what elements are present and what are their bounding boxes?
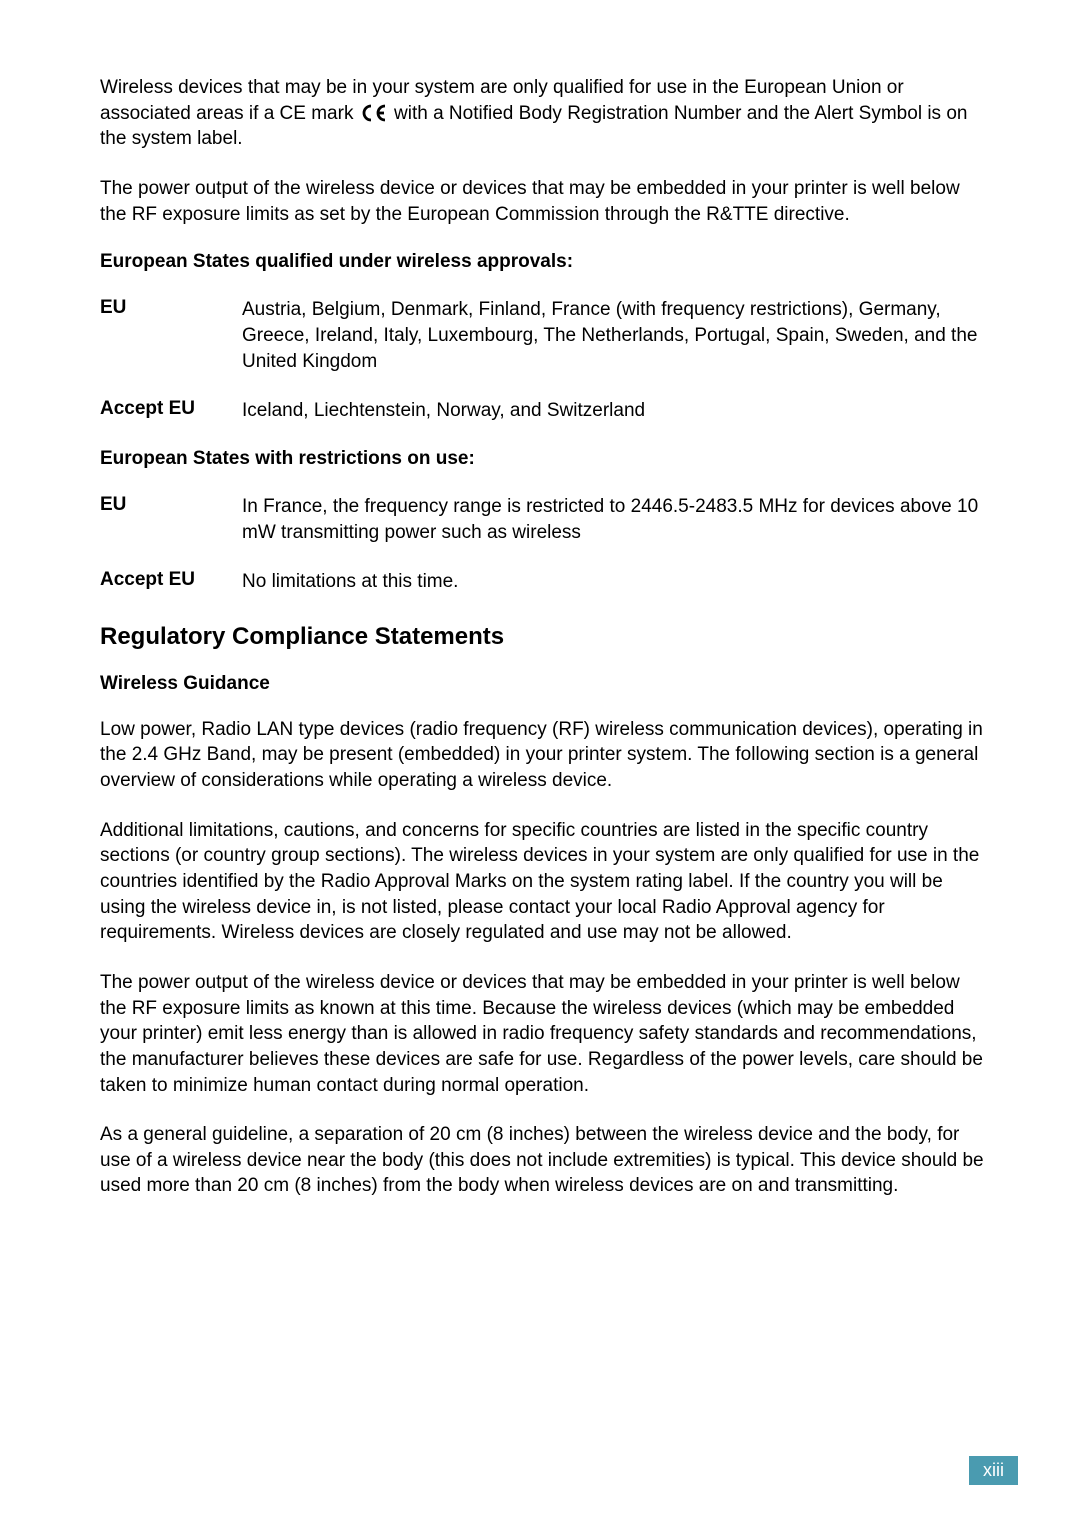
definition-row: EU Austria, Belgium, Denmark, Finland, F… — [100, 297, 985, 374]
definition-term: EU — [100, 494, 242, 545]
restrictions-heading: European States with restrictions on use… — [100, 448, 985, 470]
intro-paragraph-2: The power output of the wireless device … — [100, 176, 985, 227]
definition-term: Accept EU — [100, 398, 242, 424]
definition-description: Iceland, Liechtenstein, Norway, and Swit… — [242, 398, 985, 424]
intro-paragraph-1: Wireless devices that may be in your sys… — [100, 75, 985, 152]
definition-term: EU — [100, 297, 242, 374]
qualified-heading: European States qualified under wireless… — [100, 251, 985, 273]
definition-description: Austria, Belgium, Denmark, Finland, Fran… — [242, 297, 985, 374]
definition-description: In France, the frequency range is restri… — [242, 494, 985, 545]
definition-row: EU In France, the frequency range is res… — [100, 494, 985, 545]
definition-row: Accept EU No limitations at this time. — [100, 569, 985, 595]
guidance-paragraph-1: Low power, Radio LAN type devices (radio… — [100, 717, 985, 794]
page-number-badge: xiii — [969, 1456, 1018, 1485]
guidance-paragraph-3: The power output of the wireless device … — [100, 970, 985, 1098]
definition-description: No limitations at this time. — [242, 569, 985, 595]
definition-row: Accept EU Iceland, Liechtenstein, Norway… — [100, 398, 985, 424]
ce-mark-icon — [359, 101, 389, 127]
guidance-paragraph-2: Additional limitations, cautions, and co… — [100, 818, 985, 946]
definition-term: Accept EU — [100, 569, 242, 595]
guidance-paragraph-4: As a general guideline, a separation of … — [100, 1122, 985, 1199]
section-title: Regulatory Compliance Statements — [100, 623, 985, 651]
subsection-title: Wireless Guidance — [100, 673, 985, 695]
